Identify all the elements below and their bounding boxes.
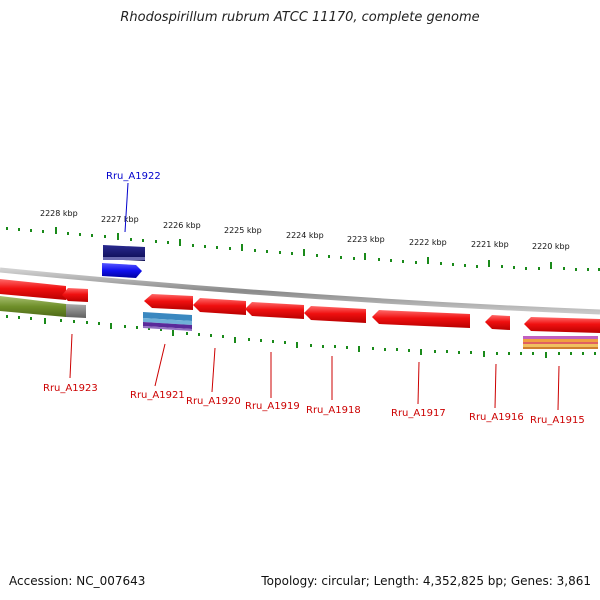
scale-ruler-bottom (6, 315, 596, 358)
gene-feature-left-red-small[interactable] (62, 288, 88, 302)
leader-line-rru-a1915 (557, 365, 560, 411)
leader-line-rru-a1920 (211, 347, 216, 393)
gene-feature-left-red[interactable] (0, 279, 66, 300)
gene-feature-rru-a1918[interactable] (304, 306, 366, 323)
gene-feature-rru-a1915[interactable] (524, 317, 600, 333)
scale-label: 2223 kbp (347, 235, 385, 244)
gene-feature-rru-a1915-stack[interactable] (523, 336, 598, 349)
scale-label: 2224 kbp (286, 231, 324, 240)
scale-label: 2222 kbp (409, 238, 447, 247)
leader-line-rru-a1923 (69, 333, 73, 379)
gene-label-rru-a1923[interactable]: Rru_A1923 (43, 383, 98, 394)
gene-feature-rru-a1922-blue[interactable] (102, 263, 142, 278)
gene-feature-rru-a1921[interactable] (144, 294, 193, 310)
leader-line-rru-a1922 (124, 182, 129, 233)
gene-feature-rru-a1920[interactable] (193, 298, 246, 315)
scale-label: 2220 kbp (532, 242, 570, 251)
gene-label-rru-a1917[interactable]: Rru_A1917 (391, 408, 446, 419)
gene-label-rru-a1921[interactable]: Rru_A1921 (130, 390, 185, 401)
scale-label: 2227 kbp (101, 215, 139, 224)
genome-backbone (0, 267, 600, 315)
accession-text: Accession: NC_007643 (9, 574, 146, 588)
gene-label-rru-a1915[interactable]: Rru_A1915 (530, 415, 585, 426)
leader-line-rru-a1916 (494, 363, 497, 409)
gene-label-rru-a1916[interactable]: Rru_A1916 (469, 412, 524, 423)
gene-feature-rru-a1923-olive[interactable] (0, 296, 66, 317)
scale-label: 2228 kbp (40, 209, 78, 218)
leader-line-rru-a1921 (154, 343, 166, 387)
gene-feature-rru-a1921-stack[interactable] (143, 312, 192, 331)
gene-feature-rru-a1923-grey[interactable] (66, 304, 86, 318)
scale-label: 2225 kbp (224, 226, 262, 235)
gene-label-rru-a1920[interactable]: Rru_A1920 (186, 396, 241, 407)
gene-label-rru-a1922[interactable]: Rru_A1922 (106, 171, 161, 182)
scale-label: 2221 kbp (471, 240, 509, 249)
gene-feature-rru-a1922-navy-shadow (103, 257, 145, 260)
genome-summary-text: Topology: circular; Length: 4,352,825 bp… (261, 574, 591, 588)
leader-line-rru-a1917 (417, 361, 420, 405)
gene-feature-rru-a1919[interactable] (245, 302, 304, 319)
gene-feature-rru-a1916[interactable] (485, 315, 510, 330)
gene-label-rru-a1918[interactable]: Rru_A1918 (306, 405, 361, 416)
scale-label: 2226 kbp (163, 221, 201, 230)
gene-feature-rru-a1917[interactable] (372, 310, 470, 328)
map-title: Rhodospirillum rubrum ATCC 11170, comple… (120, 10, 480, 25)
scale-ruler-top (6, 227, 600, 271)
gene-label-rru-a1919[interactable]: Rru_A1919 (245, 401, 300, 412)
